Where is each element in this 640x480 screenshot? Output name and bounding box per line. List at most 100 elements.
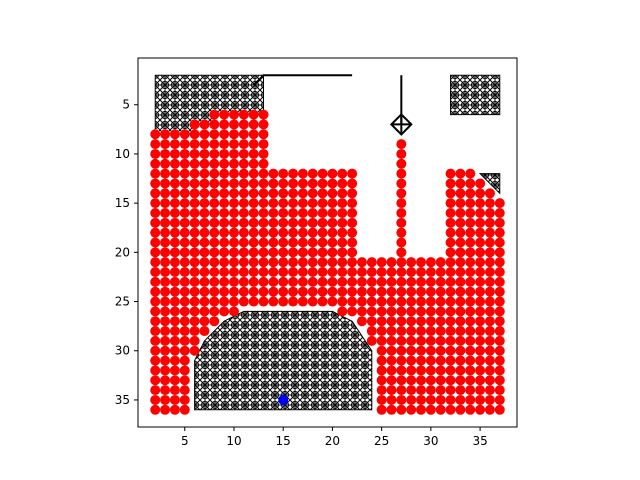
- path-point: [475, 188, 486, 199]
- path-point: [386, 404, 397, 415]
- path-point: [445, 365, 456, 376]
- path-point: [416, 375, 427, 386]
- path-point: [396, 158, 407, 169]
- path-point: [455, 188, 466, 199]
- path-point: [416, 404, 427, 415]
- path-point: [228, 129, 239, 140]
- path-point: [219, 257, 230, 268]
- path-point: [484, 365, 495, 376]
- path-point: [169, 227, 180, 238]
- path-point: [406, 355, 417, 366]
- path-point: [199, 257, 210, 268]
- path-point: [160, 148, 171, 159]
- x-tick-label: 30: [423, 434, 438, 448]
- path-point: [228, 178, 239, 189]
- path-point: [258, 286, 269, 297]
- path-point: [179, 345, 190, 356]
- path-point: [347, 306, 358, 317]
- path-point: [465, 247, 476, 258]
- path-point: [376, 286, 387, 297]
- path-point: [396, 178, 407, 189]
- path-point: [248, 286, 259, 297]
- path-point: [209, 119, 220, 130]
- path-point: [337, 227, 348, 238]
- path-point: [179, 276, 190, 287]
- path-point: [366, 335, 377, 346]
- path-point: [445, 168, 456, 179]
- path-point: [150, 217, 161, 228]
- path-point: [199, 198, 210, 209]
- path-point: [484, 198, 495, 209]
- path-point: [199, 178, 210, 189]
- path-point: [317, 198, 328, 209]
- path-point: [160, 168, 171, 179]
- path-point: [416, 335, 427, 346]
- path-point: [435, 335, 446, 346]
- path-point: [238, 276, 249, 287]
- path-point: [465, 188, 476, 199]
- path-point: [297, 276, 308, 287]
- path-point: [268, 276, 279, 287]
- path-point: [327, 296, 338, 307]
- path-point: [179, 385, 190, 396]
- path-point: [238, 267, 249, 278]
- path-point: [445, 316, 456, 327]
- path-point: [150, 404, 161, 415]
- path-point: [494, 355, 505, 366]
- path-point: [455, 227, 466, 238]
- path-point: [278, 257, 289, 268]
- path-point: [238, 139, 249, 150]
- path-point: [396, 227, 407, 238]
- path-point: [248, 168, 259, 179]
- path-point: [209, 237, 220, 248]
- path-point: [297, 296, 308, 307]
- path-point: [228, 217, 239, 228]
- path-point: [356, 267, 367, 278]
- path-point: [475, 345, 486, 356]
- path-point: [160, 394, 171, 405]
- path-point: [386, 306, 397, 317]
- path-point: [199, 119, 210, 130]
- path-point: [169, 267, 180, 278]
- path-point: [416, 355, 427, 366]
- path-point: [288, 257, 299, 268]
- path-point: [169, 188, 180, 199]
- path-point: [445, 326, 456, 337]
- path-point: [337, 247, 348, 258]
- path-point: [189, 345, 200, 356]
- path-point: [445, 217, 456, 228]
- path-point: [386, 296, 397, 307]
- path-point: [347, 227, 358, 238]
- path-point: [455, 296, 466, 307]
- path-point: [366, 286, 377, 297]
- path-point: [475, 306, 486, 317]
- path-point: [219, 109, 230, 120]
- path-point: [228, 267, 239, 278]
- path-point: [396, 139, 407, 150]
- path-point: [169, 178, 180, 189]
- path-point: [169, 345, 180, 356]
- path-point: [248, 129, 259, 140]
- path-point: [258, 129, 269, 140]
- path-point: [169, 257, 180, 268]
- path-point: [307, 276, 318, 287]
- path-point: [317, 247, 328, 258]
- path-point: [386, 257, 397, 268]
- path-point: [337, 237, 348, 248]
- path-point: [189, 227, 200, 238]
- path-point: [179, 158, 190, 169]
- path-point: [297, 178, 308, 189]
- path-point: [219, 227, 230, 238]
- path-point: [386, 375, 397, 386]
- path-point: [386, 286, 397, 297]
- path-point: [238, 227, 249, 238]
- path-point: [169, 237, 180, 248]
- path-point: [484, 207, 495, 218]
- path-point: [297, 257, 308, 268]
- path-point: [219, 286, 230, 297]
- path-point: [455, 168, 466, 179]
- path-point: [465, 375, 476, 386]
- path-point: [327, 178, 338, 189]
- path-point: [484, 404, 495, 415]
- path-point: [425, 286, 436, 297]
